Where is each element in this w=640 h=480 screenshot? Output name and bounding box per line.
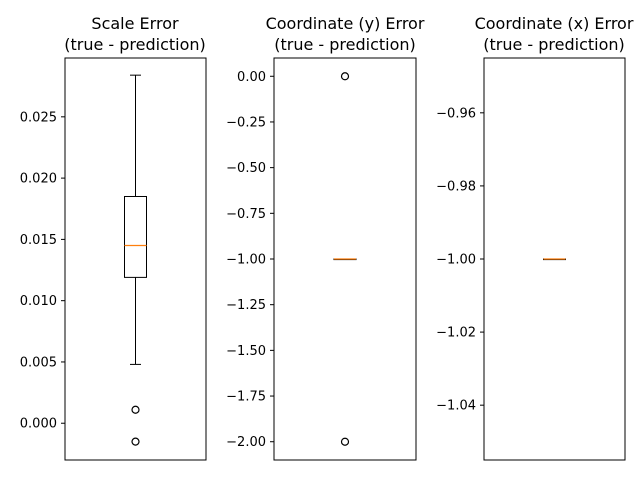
boxplot — [333, 72, 357, 446]
boxplot — [124, 74, 147, 446]
y-tick-label: −0.50 — [226, 161, 266, 176]
plot-frame — [483, 57, 626, 461]
panel-title-line-2: (true - prediction) — [483, 35, 625, 54]
boxplot — [543, 258, 566, 261]
panel-scale-error: Scale Error (true - prediction) 0.0000.0… — [20, 14, 207, 461]
y-axis-ticks: 0.000 0.005 0.010 0.015 0.020 0.025 — [20, 110, 65, 432]
y-tick-label: −0.98 — [436, 179, 476, 194]
y-tick-label: −2.00 — [226, 435, 266, 450]
y-axis-ticks: 0.00 −0.25 −0.50 −0.75 −1.00 −1.25 −1.50 −1.75 −… — [226, 70, 274, 450]
panel-title-line-2: (true - prediction) — [64, 35, 206, 54]
y-tick-label: −1.00 — [226, 253, 266, 268]
y-tick-label: 0.00 — [237, 70, 266, 85]
y-tick-label: −1.25 — [226, 298, 266, 313]
y-tick-label: −1.50 — [226, 344, 266, 359]
y-axis-ticks: −0.96 −0.98 −1.00 −1.02 −1.04 — [436, 106, 484, 414]
panel-coordinate-y-error: Coordinate (y) Error (true - prediction)… — [226, 14, 425, 461]
iqr-box — [124, 195, 147, 278]
y-tick-label: 0.020 — [20, 172, 57, 187]
panel-title-line-1: Coordinate (y) Error — [266, 14, 425, 33]
y-tick-label: −0.75 — [226, 207, 266, 222]
plot-frame — [273, 57, 417, 461]
y-tick-label: −1.75 — [226, 390, 266, 405]
outlier-point — [340, 72, 350, 81]
y-tick-label: −1.02 — [436, 326, 476, 341]
y-tick-label: −0.25 — [226, 115, 266, 130]
plot-frame — [64, 57, 207, 461]
y-tick-label: 0.000 — [20, 417, 57, 432]
panel-coordinate-x-error: Coordinate (x) Error (true - prediction)… — [436, 14, 634, 461]
panel-title-line-1: Coordinate (x) Error — [475, 14, 634, 33]
y-tick-label: 0.025 — [20, 110, 57, 125]
outlier-point — [131, 405, 140, 414]
outlier-point — [131, 437, 140, 446]
y-tick-label: 0.010 — [20, 294, 57, 309]
panel-title-line-2: (true - prediction) — [274, 35, 416, 54]
panel-title-line-1: Scale Error — [91, 14, 179, 33]
y-tick-label: −1.04 — [436, 399, 476, 414]
outlier-point — [340, 437, 350, 446]
y-tick-label: 0.015 — [20, 233, 57, 248]
y-tick-label: 0.005 — [20, 355, 57, 370]
y-tick-label: −0.96 — [436, 106, 476, 121]
y-tick-label: −1.00 — [436, 253, 476, 268]
